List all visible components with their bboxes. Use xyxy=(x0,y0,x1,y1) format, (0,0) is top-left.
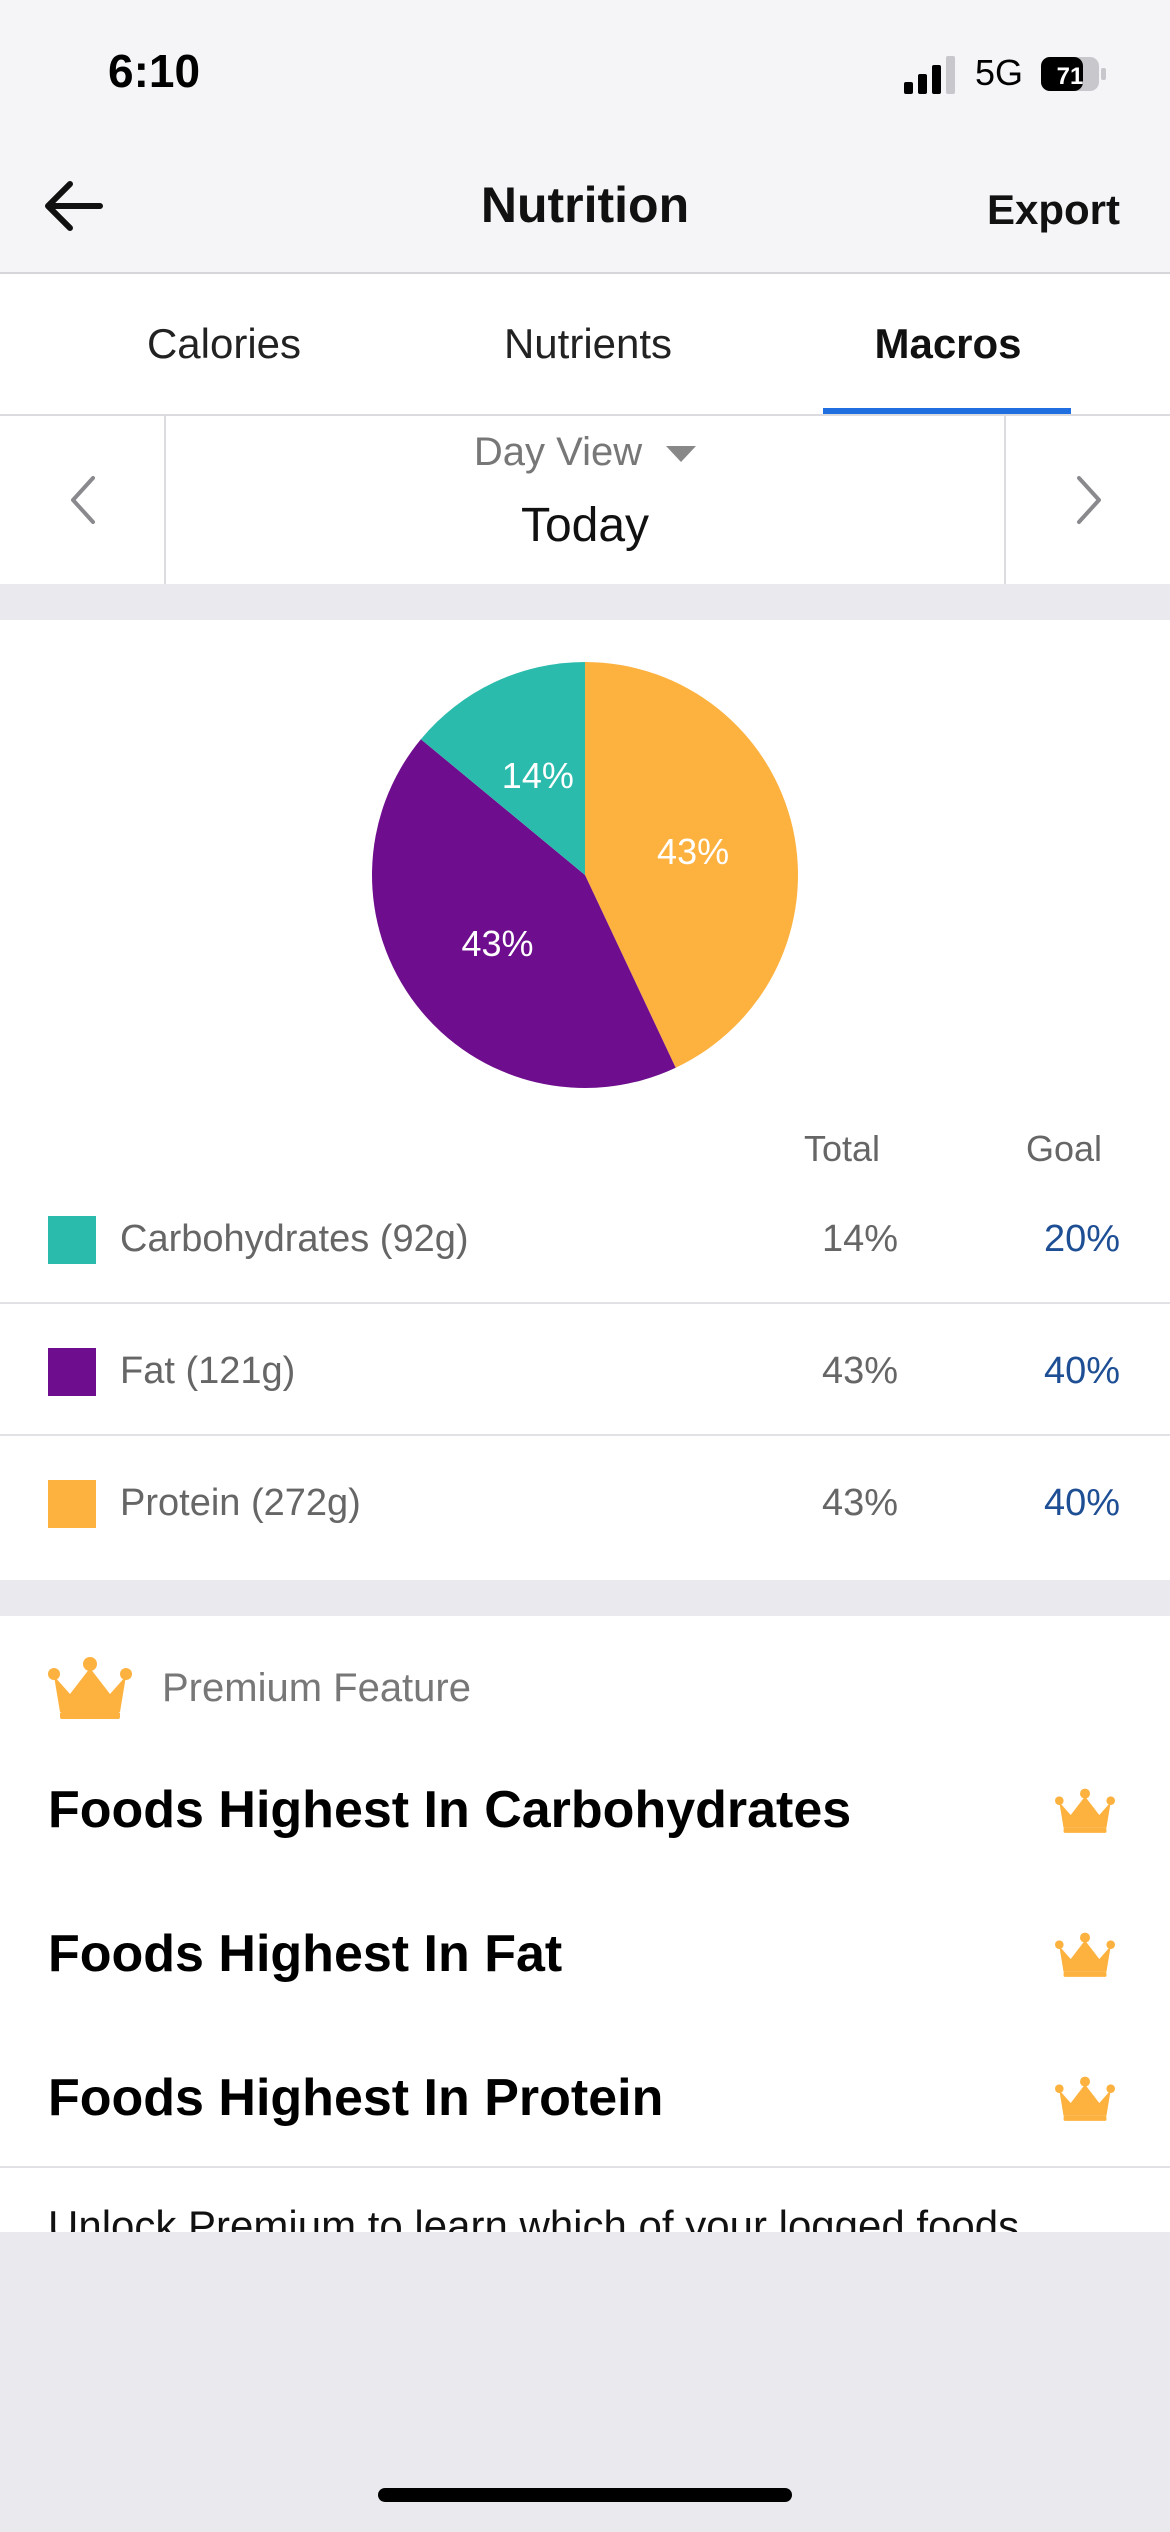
macro-row-fat: Fat (121g) 43% 40% xyxy=(0,1304,1170,1436)
premium-item-label: Foods Highest In Fat xyxy=(48,1925,563,1983)
view-mode-label: Day View xyxy=(473,430,643,474)
macro-total: 14% xyxy=(821,1218,899,1260)
macro-total: 43% xyxy=(821,1350,899,1392)
macro-label: Fat (121g) xyxy=(120,1350,296,1392)
macro-total: 43% xyxy=(821,1482,899,1524)
tab-bar: Calories Nutrients Macros xyxy=(0,274,1170,416)
unlock-premium-text: Unlock Premium to learn which of your lo… xyxy=(48,2202,1020,2232)
premium-item-protein[interactable]: Foods Highest In Protein xyxy=(0,2024,1170,2168)
chevron-left-icon xyxy=(71,476,95,524)
next-day-button[interactable] xyxy=(1004,416,1170,584)
status-time: 6:10 xyxy=(108,45,201,97)
previous-day-button[interactable] xyxy=(0,416,166,584)
premium-feature-label: Premium Feature xyxy=(162,1666,471,1710)
pie-label-protein: 43% xyxy=(657,831,729,872)
tab-nutrients[interactable]: Nutrients xyxy=(503,320,673,367)
pie-slice-protein xyxy=(585,662,798,1068)
premium-item-label: Foods Highest In Protein xyxy=(48,2069,664,2127)
macro-label: Protein (272g) xyxy=(120,1482,361,1524)
macro-goal: 40% xyxy=(1043,1350,1120,1392)
chevron-right-icon xyxy=(1077,476,1101,524)
selected-day: Today xyxy=(520,499,650,552)
active-tab-indicator xyxy=(823,408,1071,414)
total-column-header: Total xyxy=(804,1128,881,1169)
premium-item-label: Foods Highest In Carbohydrates xyxy=(48,1781,852,1839)
battery-level: 71 xyxy=(1057,63,1084,90)
date-selector: Day View Today xyxy=(0,416,1170,584)
pie-label-fat: 43% xyxy=(461,923,533,964)
carbohydrates-swatch xyxy=(48,1216,96,1264)
page-title: Nutrition xyxy=(480,177,690,233)
macro-goal: 40% xyxy=(1043,1482,1120,1524)
macro-label: Carbohydrates (92g) xyxy=(120,1218,469,1260)
pie-label-carbohydrates: 14% xyxy=(502,755,574,796)
protein-swatch xyxy=(48,1480,96,1528)
navigation-bar: Nutrition Export xyxy=(0,140,1170,274)
macros-pie-chart: 43% 43% 14% xyxy=(372,662,798,1088)
network-type: 5G xyxy=(975,52,1024,93)
crown-icon xyxy=(1055,2076,1115,2121)
premium-item-carbohydrates[interactable]: Foods Highest In Carbohydrates xyxy=(0,1736,1170,1880)
view-mode-dropdown[interactable]: Day View xyxy=(166,430,1004,475)
tab-calories[interactable]: Calories xyxy=(146,320,302,367)
fat-swatch xyxy=(48,1348,96,1396)
cellular-signal-icon xyxy=(904,56,955,94)
status-bar: 6:10 5G 71 xyxy=(0,0,1170,140)
macro-row-carbohydrates: Carbohydrates (92g) 14% 20% xyxy=(0,1172,1170,1304)
crown-icon xyxy=(1055,1932,1115,1977)
pie-slice-carbohydrates xyxy=(420,662,585,875)
macro-goal: 20% xyxy=(1043,1218,1120,1260)
premium-card: Premium Feature Foods Highest In Carbohy… xyxy=(0,1616,1170,2232)
macros-card: 43% 43% 14% Total Goal Carbohydrates (92g)… xyxy=(0,620,1170,1580)
dropdown-caret-icon xyxy=(666,446,697,463)
back-arrow-icon[interactable] xyxy=(38,176,106,236)
battery-icon: 71 xyxy=(1041,57,1106,91)
crown-icon xyxy=(1055,1788,1115,1833)
premium-item-fat[interactable]: Foods Highest In Fat xyxy=(0,1880,1170,2024)
goal-column-header: Goal xyxy=(1026,1128,1103,1169)
tab-macros[interactable]: Macros xyxy=(874,320,1022,367)
home-indicator xyxy=(378,2488,792,2502)
crown-icon xyxy=(48,1657,132,1719)
export-button[interactable]: Export xyxy=(986,186,1120,233)
pie-slice-fat xyxy=(372,739,676,1088)
macro-row-protein: Protein (272g) 43% 40% xyxy=(0,1436,1170,1568)
